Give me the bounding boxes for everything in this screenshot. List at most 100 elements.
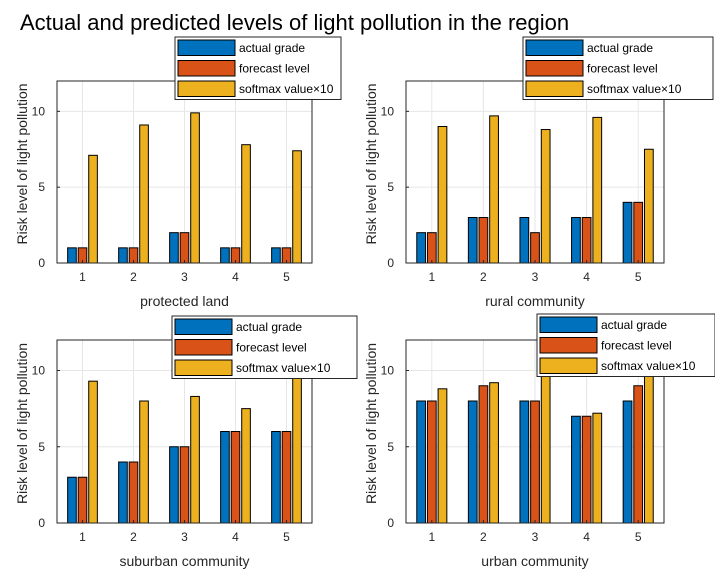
legend-entry: actual grade	[239, 41, 305, 55]
bar-actual-grade-4	[220, 247, 230, 264]
legend-entry: actual grade	[601, 318, 667, 332]
y-tick-label: 10	[32, 104, 46, 118]
bar-forecast-level-5	[281, 431, 292, 524]
bar-actual-grade-4	[220, 431, 230, 524]
legend-swatch	[539, 337, 598, 354]
bar-forecast-level-5	[633, 385, 644, 524]
x-tick-label: 3	[181, 270, 188, 284]
bar-forecast-level-2	[478, 217, 489, 264]
bar-softmax-value-10-2	[139, 400, 149, 524]
bar-softmax-value-10-2	[489, 382, 499, 524]
legend-swatch	[174, 339, 233, 356]
bar-actual-grade-2	[118, 247, 128, 264]
x-tick-label: 3	[532, 530, 539, 544]
y-tick-label: 5	[38, 440, 45, 454]
bar-actual-grade-5	[271, 247, 281, 264]
bar-softmax-value-10-3	[540, 129, 551, 264]
legend: actual grade forecast level softmax value×…	[522, 36, 714, 100]
bar-actual-grade-1	[67, 476, 77, 524]
x-tick-label: 4	[583, 530, 590, 544]
bar-forecast-level-3	[179, 446, 190, 524]
legend-swatch	[525, 39, 584, 56]
bar-softmax-value-10-1	[437, 388, 448, 524]
x-tick-label: 2	[130, 270, 137, 284]
y-axis-label: Risk level of light pollution	[14, 343, 30, 504]
bar-softmax-value-10-1	[88, 380, 98, 524]
x-tick-label: 2	[480, 530, 487, 544]
bar-softmax-value-10-5	[643, 370, 654, 524]
legend-swatch	[177, 80, 236, 97]
bar-actual-grade-4	[571, 415, 581, 524]
bar-softmax-value-10-3	[190, 395, 200, 524]
bar-softmax-value-10-5	[292, 150, 302, 264]
bar-softmax-value-10-4	[241, 144, 251, 264]
y-tick-label: 0	[387, 516, 394, 530]
bar-forecast-level-1	[426, 400, 437, 524]
bar-forecast-level-4	[581, 415, 592, 524]
x-tick-label: 4	[583, 270, 590, 284]
bar-actual-grade-5	[622, 400, 633, 524]
legend-swatch	[177, 39, 236, 56]
bar-actual-grade-5	[271, 431, 281, 524]
legend-entry: forecast level	[236, 341, 307, 355]
bar-softmax-value-10-1	[88, 154, 98, 264]
x-tick-label: 1	[79, 270, 86, 284]
bar-actual-grade-2	[467, 217, 478, 264]
bar-forecast-level-4	[581, 217, 592, 264]
bar-actual-grade-2	[118, 461, 128, 524]
legend-entry: forecast level	[239, 62, 310, 76]
legend-entry: forecast level	[601, 339, 672, 353]
bar-forecast-level-1	[426, 232, 437, 264]
y-tick-label: 0	[387, 256, 394, 270]
bar-actual-grade-2	[467, 400, 478, 524]
y-tick-label: 0	[38, 516, 45, 530]
x-axis-label: protected land	[140, 293, 229, 309]
bar-actual-grade-1	[67, 247, 77, 264]
x-tick-label: 5	[635, 270, 642, 284]
bar-actual-grade-3	[519, 217, 530, 264]
bar-forecast-level-1	[77, 476, 88, 524]
bar-forecast-level-3	[530, 400, 540, 524]
bar-forecast-level-2	[478, 385, 489, 524]
subplot-4: 0 5 10 1 2 3 4 5 urban community Risk level of li…	[363, 313, 715, 569]
bar-actual-grade-3	[519, 400, 530, 524]
x-tick-label: 5	[283, 530, 290, 544]
legend-entry: softmax value×10	[239, 82, 334, 96]
y-axis-label: Risk level of light pollution	[363, 83, 379, 244]
x-axis-label: urban community	[481, 553, 588, 569]
bar-actual-grade-3	[169, 232, 179, 264]
bar-forecast-level-3	[179, 232, 190, 264]
x-tick-label: 3	[181, 530, 188, 544]
x-tick-label: 1	[428, 270, 435, 284]
legend-entry: softmax value×10	[587, 82, 682, 96]
bar-actual-grade-1	[416, 232, 427, 264]
bar-softmax-value-10-5	[292, 370, 302, 524]
bar-actual-grade-4	[571, 217, 581, 264]
bar-forecast-level-3	[530, 232, 540, 264]
legend: actual grade forecast level softmax value×…	[536, 313, 715, 377]
x-tick-label: 4	[232, 270, 239, 284]
legend-entry: softmax value×10	[236, 361, 331, 375]
legend: actual grade forecast level softmax value×…	[171, 315, 358, 379]
bar-forecast-level-5	[633, 201, 644, 264]
x-axis-label: rural community	[485, 293, 585, 309]
y-tick-label: 10	[381, 104, 395, 118]
x-tick-label: 3	[532, 270, 539, 284]
x-tick-label: 5	[635, 530, 642, 544]
subplot-2: 0 5 10 1 2 3 4 5 rural community Risk level of li…	[363, 36, 714, 309]
y-axis-label: Risk level of light pollution	[363, 343, 379, 504]
x-tick-label: 4	[232, 530, 239, 544]
y-tick-label: 0	[38, 256, 45, 270]
bar-forecast-level-4	[230, 431, 241, 524]
bar-actual-grade-1	[416, 400, 427, 524]
legend-entry: softmax value×10	[601, 359, 696, 373]
bar-actual-grade-5	[622, 201, 633, 264]
y-axis-label: Risk level of light pollution	[14, 83, 30, 244]
bar-softmax-value-10-5	[643, 148, 654, 264]
y-tick-label: 5	[38, 180, 45, 194]
bar-softmax-value-10-3	[190, 112, 200, 264]
y-tick-label: 5	[387, 180, 394, 194]
x-tick-label: 1	[79, 530, 86, 544]
legend-swatch	[525, 80, 584, 97]
